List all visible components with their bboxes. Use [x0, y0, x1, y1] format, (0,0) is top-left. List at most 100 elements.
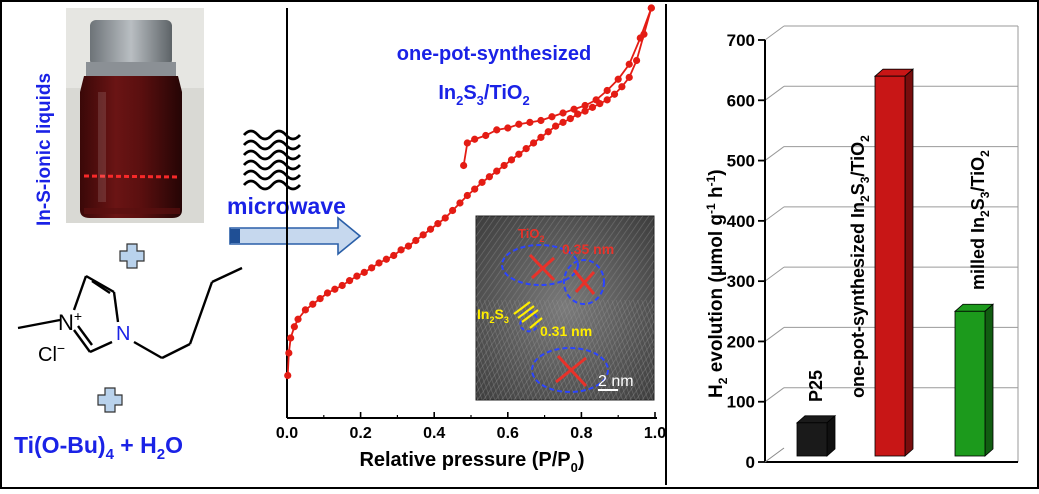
tem-scale-label: 2 nm [598, 373, 634, 390]
isotherm-xlabel: Relative pressure (P/P0) [359, 449, 584, 475]
bar-y-tick-label: 600 [727, 91, 755, 110]
isotherm-desorption-point [460, 161, 468, 170]
isotherm-desorption-point [482, 131, 490, 140]
isotherm-adsorption-point [323, 289, 332, 297]
isotherm-adsorption-point [294, 315, 302, 323]
isotherm-desorption-point [614, 75, 622, 83]
bar-grid-line [764, 327, 785, 342]
isotherm-adsorption-point [485, 173, 493, 181]
isotherm-desorption-point [636, 34, 644, 42]
tio2-grain-outline [563, 259, 605, 305]
microwave-icon [242, 129, 302, 191]
bar-ylabel: H2 evolution (μmol g-1 h-1) [704, 169, 730, 398]
isotherm-adsorption-point [507, 156, 516, 164]
isotherm-desorption-point [647, 4, 655, 12]
isotherm-adsorption-point [419, 231, 427, 239]
tem-inset: TiO2 0.35 nm In2S3 0.31 nm 2 nm [475, 215, 655, 401]
bar-label-one-pot: one-pot-synthesized In2S3/TiO2 [848, 135, 872, 398]
isotherm-desorption-point [515, 120, 523, 128]
bar-grid-line [764, 146, 785, 161]
plus-icon [119, 243, 145, 269]
isotherm-x-tick-label: 0.0 [276, 425, 298, 442]
bar-y-tick-label: 400 [727, 212, 755, 231]
isotherm-adsorption-point [284, 371, 292, 380]
bar-one-pot-synthesized [873, 68, 915, 457]
bar-milled [953, 303, 995, 457]
bar-y-tick-label: 0 [746, 453, 755, 472]
isotherm-adsorption-point [309, 300, 317, 308]
in2s3-lattice-marker [513, 301, 543, 329]
isotherm-adsorption-point [537, 133, 545, 141]
tem-d-spacing-in2s3: 0.31 nm [540, 323, 592, 339]
isotherm-adsorption-point [493, 167, 501, 175]
isotherm-adsorption-point [434, 220, 442, 228]
plus-icon [97, 387, 123, 413]
isotherm-adsorption-point [441, 214, 449, 222]
isotherm-adsorption-point [404, 242, 413, 250]
isotherm-adsorption-point [588, 103, 597, 111]
isotherm-ticks: 0.0 0.2 0.4 0.6 0.8 1.0 [276, 412, 666, 442]
isotherm-adsorption-point [390, 251, 398, 260]
isotherm-adsorption-point [360, 268, 368, 276]
isotherm-desorption-point [537, 116, 545, 125]
bar-label-milled: milled In2S3/TiO2 [968, 150, 992, 290]
bar-y-tick-label: 700 [727, 31, 755, 50]
bar-grid-line [764, 85, 785, 101]
bar-y-tick-label: 300 [727, 272, 755, 291]
isotherm-x-tick-label: 1.0 [644, 425, 666, 442]
isotherm-desorption-point [493, 126, 501, 134]
isotherm-adsorption-point [345, 277, 354, 285]
n-atom: N [116, 323, 130, 345]
bar-milled-front [954, 310, 986, 457]
bar-p25 [795, 414, 837, 457]
vial-label: In-S-ionic liquids [34, 73, 55, 226]
bar-one-pot-synthesized-side [904, 68, 914, 457]
sample-name-line2: In2S3/TiO2 [438, 82, 529, 108]
isotherm-desorption-point [625, 60, 633, 68]
left-panel: In-S-ionic liquids N+ N Cl− [14, 8, 362, 463]
isotherm-adsorption-point [285, 349, 293, 357]
bar-p25-front [796, 422, 828, 457]
isotherm-adsorption-point [397, 246, 405, 254]
isotherm-desorption-point [504, 124, 512, 132]
bar-y-tick-label: 200 [727, 332, 755, 351]
isotherm-adsorption-point [515, 150, 523, 158]
bar-y-tick-label: 500 [727, 152, 755, 171]
isotherm-desorption-point [570, 105, 578, 113]
isotherm-x-tick-label: 0.8 [570, 425, 592, 442]
isotherm-desorption-point [463, 139, 471, 147]
isotherm-adsorption-point [353, 272, 361, 280]
isotherm-adsorption-point [449, 206, 457, 215]
process-arrow [229, 216, 362, 256]
sample-name-line1: one-pot-synthesized [397, 43, 591, 65]
isotherm-adsorption-point [456, 199, 464, 207]
isotherm-curves [284, 4, 655, 380]
isotherm-adsorption-point [290, 323, 298, 331]
arrow-tail [230, 229, 240, 243]
tio2-grain-outline [501, 244, 579, 286]
isotherm-desorption-point [559, 109, 567, 117]
isotherm-adsorption-point [375, 259, 383, 267]
isotherm-adsorption-point [610, 90, 619, 98]
isotherm-adsorption-point [552, 122, 560, 130]
isotherm-desorption-point [603, 86, 611, 95]
bar-grid-line [764, 206, 785, 222]
isotherm-x-tick-label: 0.2 [349, 425, 371, 442]
isotherm-desorption-point [592, 96, 600, 104]
tem-in2s3-label: In2S3 [477, 306, 509, 325]
tio2-lattice-marker [528, 253, 596, 388]
chloride-ion: Cl− [38, 340, 65, 366]
isotherm-adsorption-point [625, 73, 633, 81]
isotherm-adsorption-point [478, 178, 486, 186]
precursor-label: Ti(O-Bu)4 + H2O [14, 432, 183, 463]
isotherm-adsorption-point [529, 139, 538, 147]
bar-grid-line [764, 266, 785, 282]
laser-beam [83, 174, 181, 179]
vial-cap [90, 20, 172, 66]
bar-p25-side [826, 414, 836, 457]
isotherm-adsorption-point [301, 306, 309, 314]
isotherm-adsorption-point [559, 118, 567, 126]
isotherm-adsorption-point [500, 161, 508, 170]
isotherm-adsorption-point [544, 128, 552, 136]
